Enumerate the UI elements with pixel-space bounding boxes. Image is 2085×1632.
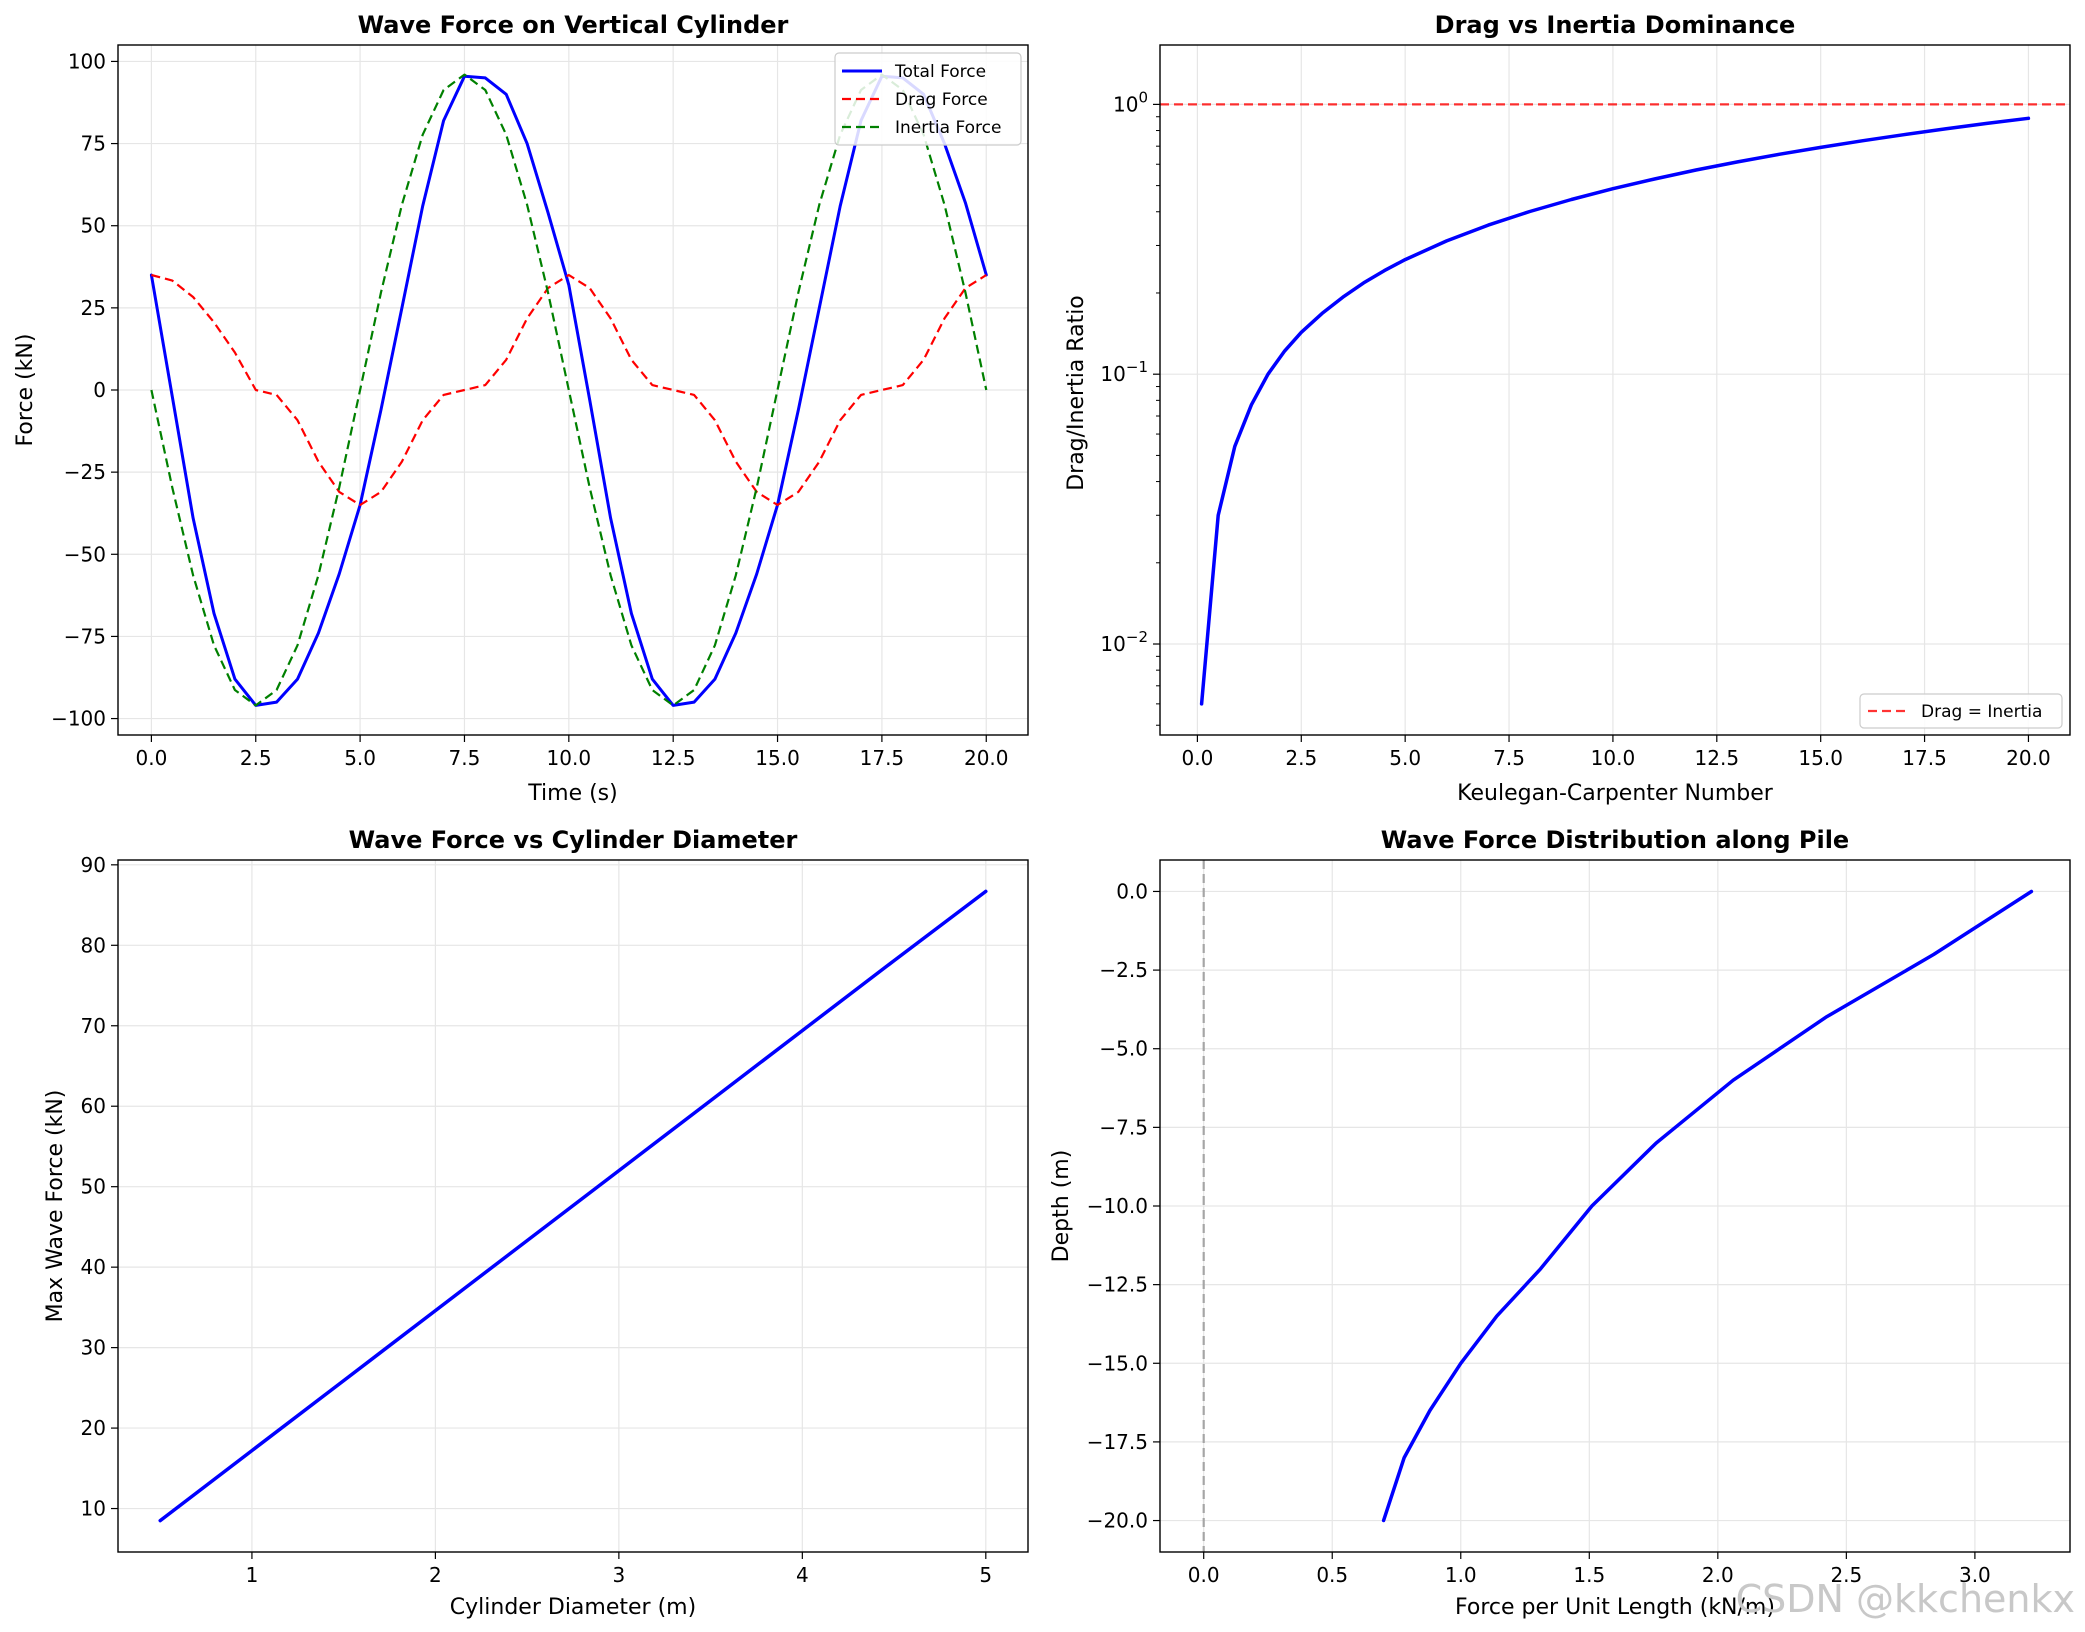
y-tick-label: 30 <box>81 1336 106 1360</box>
y-tick-label: 90 <box>81 853 106 877</box>
x-tick-label: 1.0 <box>1445 1563 1477 1587</box>
x-tick-label: 0.0 <box>1188 1563 1220 1587</box>
y-tick-label: −5.0 <box>1099 1037 1148 1061</box>
x-tick-label: 1 <box>246 1563 259 1587</box>
y-tick-label: 40 <box>81 1255 106 1279</box>
x-tick-label: 2.5 <box>1285 746 1317 770</box>
legend-box <box>1859 693 2063 729</box>
y-tick-label: −100 <box>51 707 106 731</box>
y-tick-label: −75 <box>64 624 106 648</box>
x-tick-label: 20.0 <box>2006 746 2051 770</box>
x-tick-label: 15.0 <box>1798 746 1843 770</box>
y-tick-label: 80 <box>81 933 106 957</box>
x-tick-label: 7.5 <box>1493 746 1525 770</box>
x-tick-label: 0.0 <box>1181 746 1213 770</box>
x-tick-label: 2.5 <box>240 746 272 770</box>
y-tick-label: 50 <box>81 214 106 238</box>
plot-frame <box>1159 44 2071 736</box>
series-line <box>150 73 988 707</box>
x-tick-label: 10.0 <box>547 746 592 770</box>
x-tick-label: 5.0 <box>1389 746 1421 770</box>
plot-frame <box>117 859 1029 1553</box>
y-tick-label: 0.0 <box>1116 879 1148 903</box>
x-tick-label: 15.0 <box>755 746 800 770</box>
legend: Total Force Drag Force Inertia Force <box>834 52 1022 146</box>
x-tick-label: 12.5 <box>651 746 696 770</box>
y-tick-label: −17.5 <box>1087 1430 1148 1454</box>
pile-distribution-panel: 0.0 0.5 1.0 1.5 2.0 2.5 3.0 −20.0 −17.5 −15.0 −12… <box>1049 826 2071 1620</box>
y-tick-label: 100 <box>68 49 106 73</box>
x-tick-label: 0.0 <box>135 746 167 770</box>
legend-box <box>834 52 1022 146</box>
legend-drag-inertia-label: Drag = Inertia <box>1921 702 2042 722</box>
x-tick-label: 4 <box>796 1563 809 1587</box>
y-tick-label: 10−2 <box>1100 628 1148 656</box>
y-tick-label: 20 <box>81 1416 106 1440</box>
x-tick-label: 2.0 <box>1702 1563 1734 1587</box>
legend-total-force-label: Total Force <box>894 62 986 82</box>
y-tick-label: −7.5 <box>1099 1115 1148 1139</box>
chart-title: Wave Force Distribution along Pile <box>1381 826 1849 854</box>
y-tick-label: −20.0 <box>1087 1509 1148 1533</box>
y-tick-label: −2.5 <box>1099 958 1148 982</box>
chart-title: Wave Force vs Cylinder Diameter <box>349 826 798 854</box>
series-line <box>151 273 987 507</box>
y-axis-label: Depth (m) <box>1049 1150 1074 1263</box>
x-tick-label: 3.0 <box>1959 1563 1991 1587</box>
y-axis-label: Drag/Inertia Ratio <box>1064 295 1089 491</box>
x-tick-label: 10.0 <box>1591 746 1636 770</box>
x-tick-label: 2 <box>429 1563 442 1587</box>
y-tick-label: 10−1 <box>1100 358 1148 386</box>
y-tick-label: 50 <box>81 1175 106 1199</box>
chart-title: Drag vs Inertia Dominance <box>1435 11 1796 39</box>
series-line <box>158 889 988 1523</box>
x-tick-label: 3 <box>612 1563 625 1587</box>
y-tick-label: 0 <box>93 378 106 402</box>
series-line <box>1381 889 2034 1523</box>
x-tick-label: 17.5 <box>860 746 905 770</box>
series-line <box>1199 116 2031 706</box>
watermark: CSDN @kkchenkx <box>1736 1577 2075 1621</box>
x-tick-label: 12.5 <box>1695 746 1740 770</box>
y-axis-label: Max Wave Force (kN) <box>43 1090 68 1323</box>
x-tick-label: 20.0 <box>964 746 1009 770</box>
legend-drag-force-label: Drag Force <box>895 90 988 110</box>
drag-inertia-panel: 0.0 2.5 5.0 7.5 10.0 12.5 15.0 17.5 20.0 10−2 10−… <box>1064 11 2071 806</box>
y-axis-label: Force (kN) <box>13 334 38 447</box>
chart-title: Wave Force on Vertical Cylinder <box>358 11 789 39</box>
y-tick-label: 10 <box>81 1497 106 1521</box>
x-tick-label: 2.5 <box>1830 1563 1862 1587</box>
legend-inertia-force-label: Inertia Force <box>895 118 1001 138</box>
y-tick-label: −12.5 <box>1087 1273 1148 1297</box>
y-tick-label: −15.0 <box>1087 1351 1148 1375</box>
y-tick-label: −25 <box>64 460 106 484</box>
force-vs-diameter-panel: 1 2 3 4 5 10 20 30 40 50 60 70 80 90 Wave Force vs C… <box>43 826 1029 1620</box>
series-line <box>149 74 988 707</box>
y-tick-label: 100 <box>1113 88 1148 116</box>
y-tick-label: 70 <box>81 1014 106 1038</box>
x-tick-label: 5 <box>979 1563 992 1587</box>
x-tick-label: 5.0 <box>344 746 376 770</box>
x-axis-label: Keulegan-Carpenter Number <box>1457 781 1774 806</box>
y-tick-label: 60 <box>81 1094 106 1118</box>
y-tick-label: −50 <box>64 542 106 566</box>
legend: Drag = Inertia <box>1859 693 2063 729</box>
y-tick-label: 75 <box>81 132 106 156</box>
x-axis-label: Cylinder Diameter (m) <box>450 1595 696 1620</box>
x-tick-label: 17.5 <box>1902 746 1947 770</box>
y-tick-label: 25 <box>81 296 106 320</box>
x-axis-label: Force per Unit Length (kN/m) <box>1455 1595 1775 1620</box>
x-tick-label: 7.5 <box>449 746 481 770</box>
x-axis-label: Time (s) <box>527 781 617 806</box>
wave-force-time-panel: 0.0 2.5 5.0 7.5 10.0 12.5 15.0 17.5 20.0 −100 −75… <box>13 11 1029 806</box>
x-tick-label: 0.5 <box>1316 1563 1348 1587</box>
y-tick-label: −10.0 <box>1087 1194 1148 1218</box>
x-tick-label: 1.5 <box>1573 1563 1605 1587</box>
